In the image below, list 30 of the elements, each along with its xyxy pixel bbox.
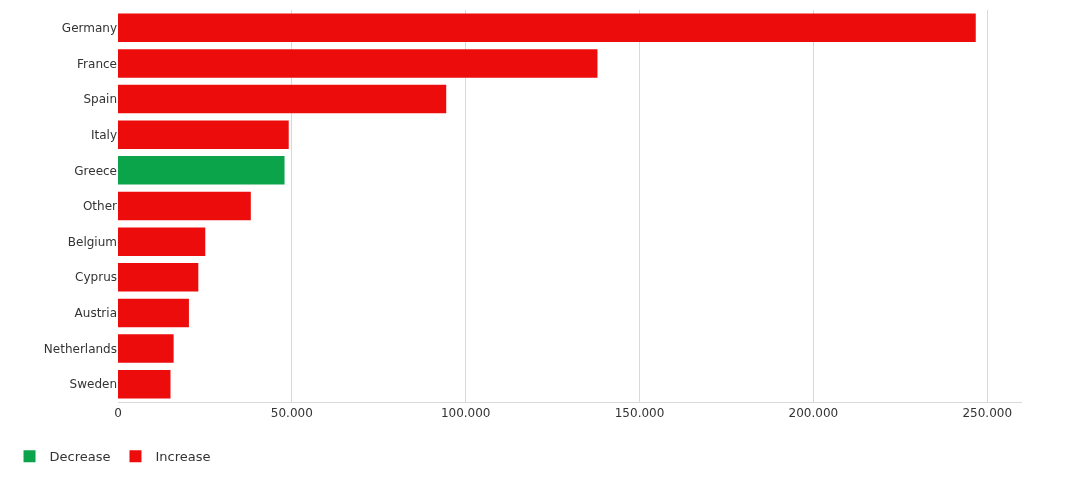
y-tick-label: Other — [82, 199, 118, 214]
bar — [118, 49, 598, 78]
y-tick-label: Spain — [83, 92, 117, 107]
bar — [118, 156, 285, 185]
x-tick-label: 150.000 — [614, 406, 665, 421]
bar — [118, 120, 289, 149]
y-tick-label: Greece — [74, 163, 117, 178]
bar — [118, 13, 976, 43]
x-tick-label: 50.000 — [270, 406, 313, 421]
bar — [118, 84, 447, 114]
y-tick-label: Netherlands — [43, 341, 117, 356]
x-tick-label: 250.000 — [962, 406, 1013, 421]
y-tick-label: Cyprus — [75, 270, 117, 285]
y-tick-label: Belgium — [67, 234, 117, 249]
y-tick-label: Sweden — [69, 377, 117, 392]
legend-label: Increase — [155, 449, 211, 465]
bar — [118, 227, 206, 256]
x-tick-label: 0 — [114, 406, 122, 421]
y-tick-label: France — [77, 56, 117, 71]
legend-label: Decrease — [49, 449, 111, 465]
y-tick-label: Austria — [74, 306, 117, 321]
x-tick-label: 200.000 — [788, 406, 839, 421]
y-tick-label: Italy — [90, 127, 117, 142]
bar — [118, 334, 174, 363]
y-tick-label: Germany — [61, 21, 117, 36]
bar — [118, 263, 199, 292]
bar — [118, 369, 171, 399]
x-tick-label: 100.000 — [440, 406, 491, 421]
bar — [118, 191, 251, 221]
bar — [118, 298, 189, 328]
